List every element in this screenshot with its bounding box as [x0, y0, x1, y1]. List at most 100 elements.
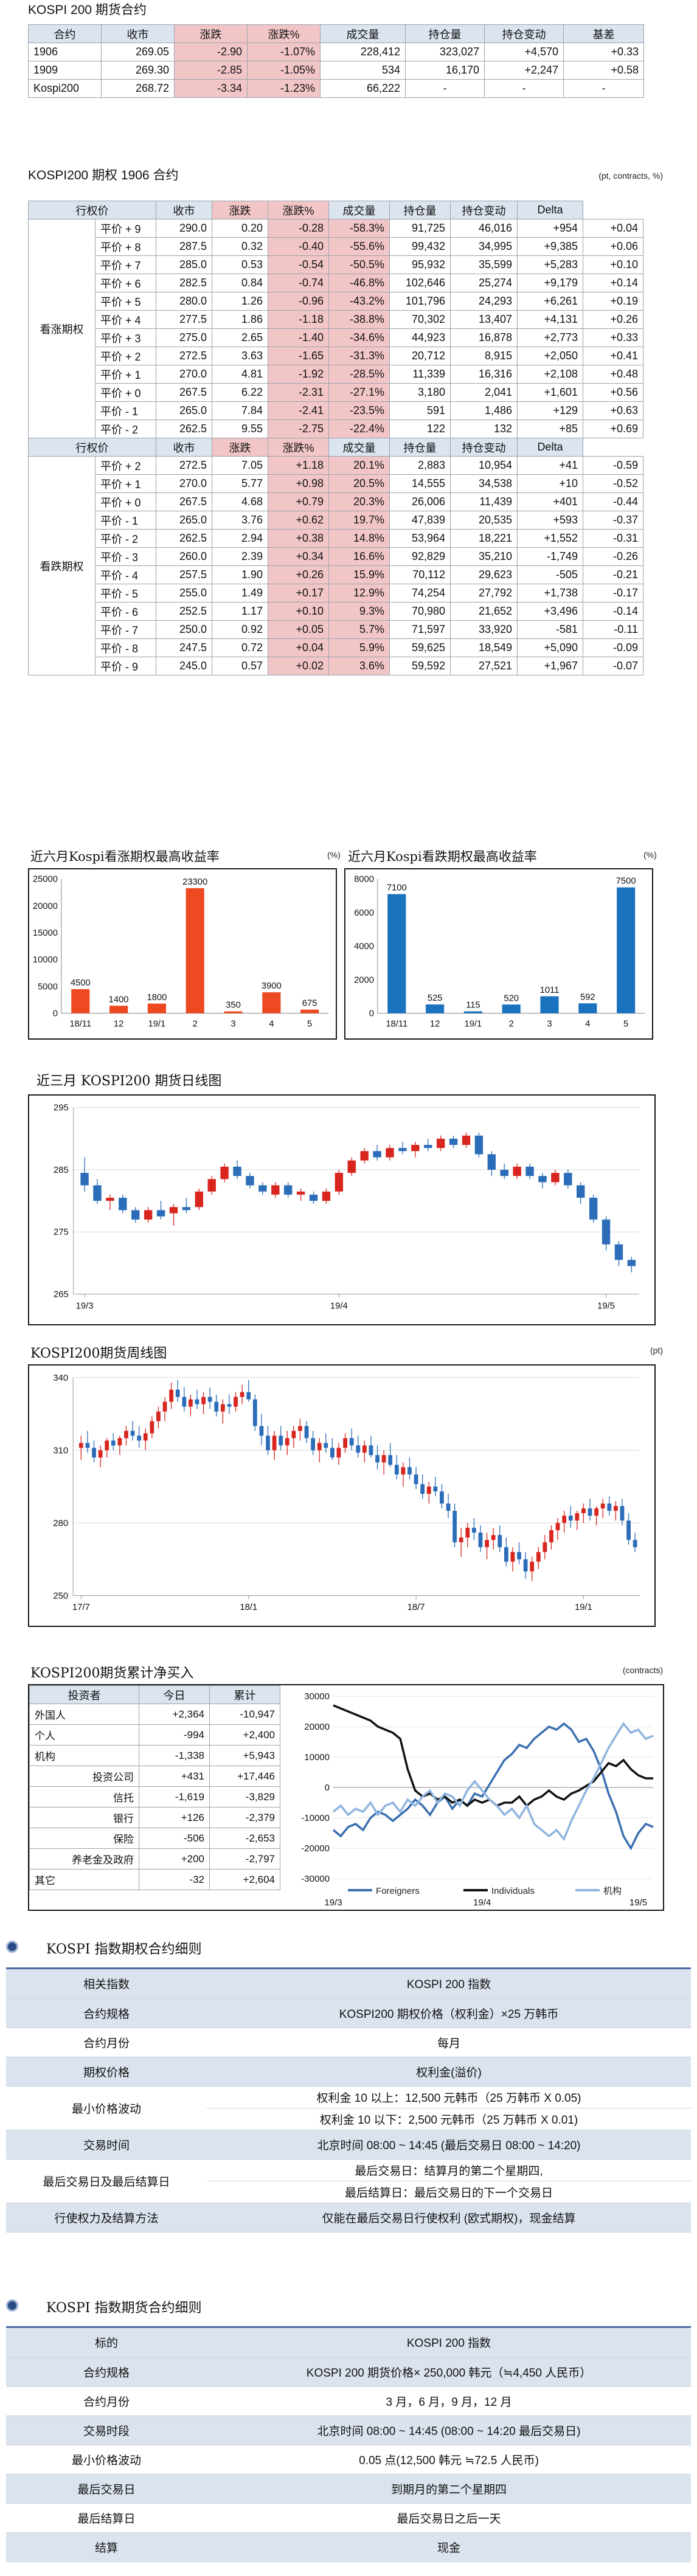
table-cell: -0.14 — [583, 602, 643, 621]
weekly-candlestick-chart: 250 280 310 340 17/7 18/1 18/7 19/1 — [28, 1364, 656, 1627]
options-table-unit: (pt, contracts, %) — [598, 171, 663, 181]
spec-value: KOSPI 200 指数 — [207, 1969, 691, 1999]
table-cell: 282.5 — [156, 274, 212, 292]
candle-body — [414, 1474, 418, 1485]
bar — [540, 996, 559, 1013]
candle-body — [285, 1438, 290, 1446]
table-cell: 平价 - 9 — [95, 657, 156, 675]
x-tick-label: 19/1 — [465, 1019, 482, 1029]
table-cell: 平价 + 1 — [95, 365, 156, 384]
candle-body — [440, 1491, 444, 1504]
table-cell: 24,293 — [450, 292, 518, 311]
table-cell: Kospi200 — [28, 79, 102, 98]
data-label: 1400 — [109, 995, 129, 1004]
table-cell: 平价 - 1 — [95, 401, 156, 420]
table-cell: 16,170 — [405, 61, 485, 80]
table-cell: 262.5 — [156, 529, 212, 548]
spec-label: 最后交易日及最后结算日 — [6, 2159, 207, 2203]
spec-value: 权利金(溢价) — [207, 2057, 691, 2087]
table-cell: 外国人 — [29, 1704, 139, 1725]
candle-body — [407, 1467, 412, 1475]
table-cell: 平价 + 2 — [95, 456, 156, 475]
column-header: 成交量 — [320, 24, 406, 43]
candle-body — [322, 1191, 331, 1201]
table-cell: +0.34 — [268, 547, 329, 566]
table-cell: 0.84 — [212, 274, 268, 292]
table-cell: -3.34 — [174, 79, 248, 98]
group-label: 看跌期权 — [28, 456, 95, 675]
table-cell: -0.28 — [268, 219, 329, 238]
y-tick-label: -20000 — [301, 1843, 330, 1854]
table-cell: 34,995 — [450, 237, 518, 256]
table-row: 1909 269.30 -2.85 -1.05% 534 16,170 +2,247 +0.5… — [28, 61, 644, 80]
table-cell: 1.90 — [212, 565, 268, 584]
x-tick-label: 17/7 — [72, 1603, 90, 1612]
candle-body — [131, 1210, 140, 1220]
table-cell: 12.9% — [328, 584, 390, 603]
table-cell: 74,254 — [389, 584, 451, 603]
spec-label: 合约规格 — [6, 2357, 207, 2387]
table-cell: 16,878 — [450, 328, 518, 347]
table-row: 平价 + 2 272.5 3.63 -1.65 -31.3% 20,712 8,915 +2,… — [29, 347, 643, 365]
table-row: 银行 +126 -2,379 — [29, 1807, 280, 1828]
table-cell: 20.1% — [328, 456, 390, 475]
table-cell: 平价 + 1 — [95, 474, 156, 493]
candle-body — [106, 1198, 114, 1201]
table-cell: -1.23% — [247, 79, 321, 98]
table-cell: 3,180 — [389, 383, 451, 402]
candle-body — [478, 1532, 483, 1547]
y-tick-label: 0 — [369, 1009, 374, 1019]
candle-body — [207, 1179, 216, 1192]
candle-body — [347, 1160, 356, 1173]
candle-body — [491, 1535, 496, 1540]
table-cell: +0.04 — [268, 638, 329, 657]
candle-body — [246, 1392, 251, 1400]
y-tick-label: 5000 — [38, 982, 58, 992]
table-cell: 272.5 — [156, 347, 212, 365]
table-cell: -1.07% — [247, 43, 321, 61]
table-cell: 27,521 — [450, 657, 518, 675]
y-tick-label: 310 — [53, 1446, 68, 1455]
futures-table-title: KOSPI 200 期货合约 — [28, 3, 147, 17]
spec-value: KOSPI200 期权价格（权利金）×25 万韩币 — [207, 1998, 691, 2028]
table-cell: 8,915 — [450, 347, 518, 365]
table-cell: 20.3% — [328, 492, 390, 511]
table-cell: +0.41 — [583, 347, 643, 365]
table-cell: 4.81 — [212, 365, 268, 384]
table-cell: 1909 — [28, 61, 102, 80]
table-cell: +0.79 — [268, 492, 329, 511]
table-row: 看跌期权 平价 + 2 272.5 7.05 +1.18 20.1% 2,883 10,954… — [28, 456, 643, 675]
table-cell: 11,339 — [389, 365, 451, 384]
table-cell: 257.5 — [156, 565, 212, 584]
bar — [224, 1011, 243, 1013]
spec-row: 最后交易日 到期月的第二个星期四 — [6, 2474, 691, 2504]
table-cell: +2,604 — [209, 1869, 280, 1890]
bar — [71, 989, 90, 1013]
spec-value: 最后交易日：结算月的第二个星期四, — [207, 2159, 691, 2181]
candle-body — [124, 1431, 128, 1438]
table-cell: +5,090 — [517, 638, 583, 657]
candle-body — [207, 1397, 212, 1402]
spec-label: 交易时间 — [6, 2130, 207, 2160]
option-spec-divider — [6, 1967, 691, 1969]
table-cell: +0.26 — [268, 565, 329, 584]
candle-body — [92, 1448, 96, 1458]
table-cell: -2,379 — [209, 1807, 280, 1828]
x-tick-label: 19/4 — [473, 1897, 491, 1908]
candle-body — [449, 1138, 458, 1145]
candle-body — [80, 1173, 89, 1186]
table-cell: +0.63 — [583, 401, 643, 420]
candle-body — [459, 1537, 463, 1542]
column-header: 涨跌% — [268, 438, 329, 457]
table-cell: +85 — [517, 420, 583, 438]
table-cell: 277.5 — [156, 310, 212, 329]
candle-body — [259, 1426, 264, 1436]
candle-body — [581, 1508, 586, 1513]
table-row: 平价 - 8 247.5 0.72 +0.04 5.9% 59,625 18,549 +5,0… — [29, 638, 643, 657]
candle-body — [298, 1426, 302, 1431]
spec-value: 权利金 10 以上：12,500 元韩币（25 万韩币 X 0.05) — [207, 2086, 691, 2108]
futures-spec-divider — [6, 2326, 691, 2328]
candle-body — [575, 1513, 580, 1521]
x-tick-label: 19/3 — [76, 1301, 94, 1311]
candle-body — [504, 1547, 508, 1562]
